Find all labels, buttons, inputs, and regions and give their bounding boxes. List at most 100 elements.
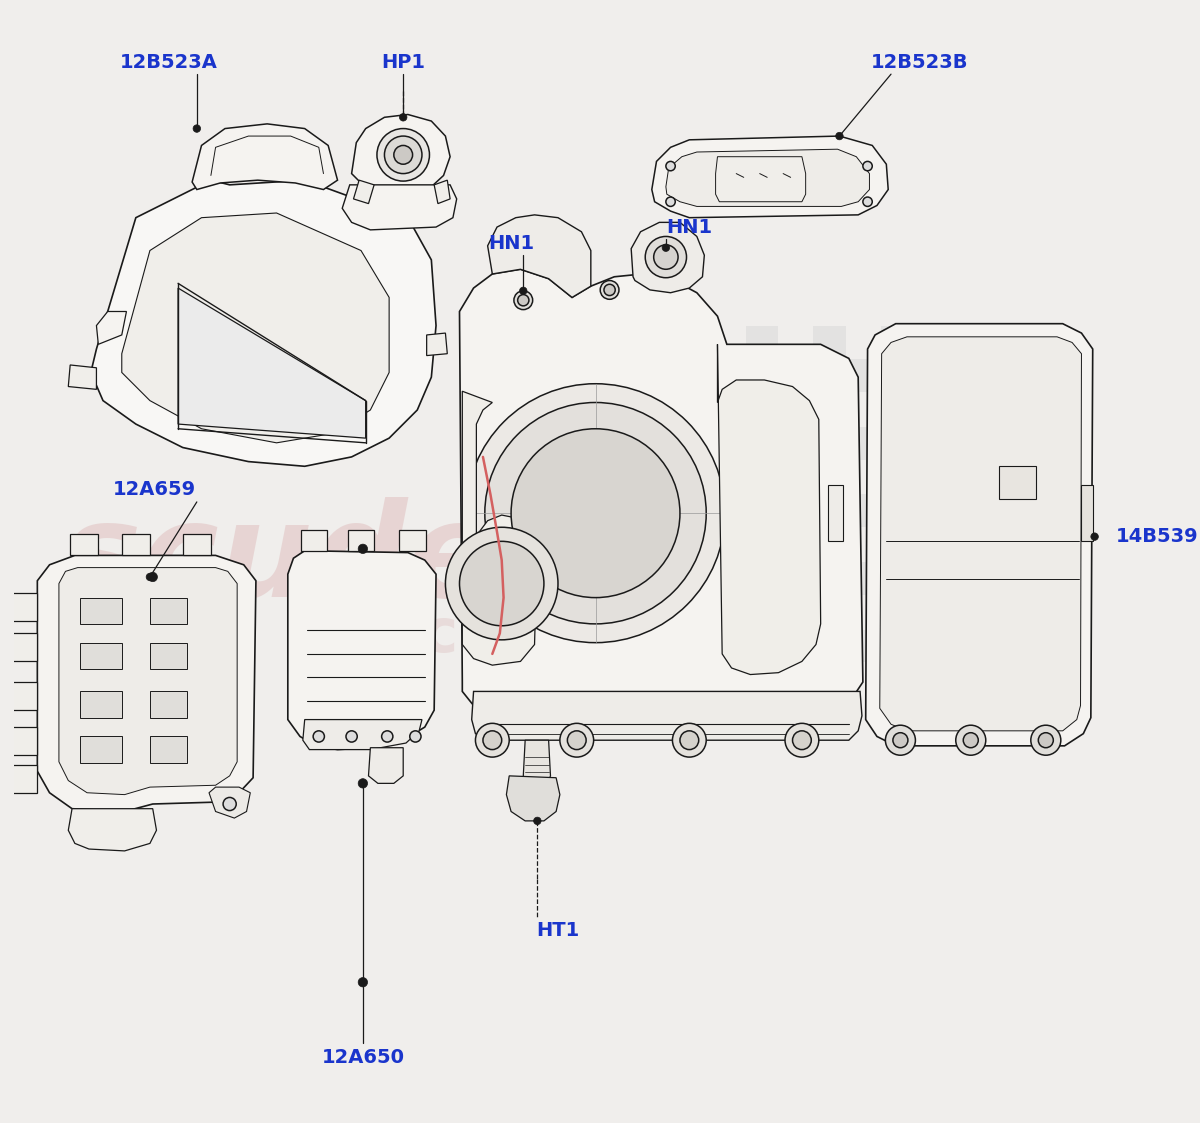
Bar	[847, 494, 880, 528]
Circle shape	[511, 429, 680, 597]
Polygon shape	[91, 180, 436, 466]
Polygon shape	[427, 334, 448, 356]
Bar	[1015, 460, 1049, 493]
Circle shape	[517, 294, 529, 305]
Bar	[847, 359, 880, 392]
Polygon shape	[79, 597, 121, 624]
Bar	[814, 393, 846, 426]
Circle shape	[955, 725, 985, 756]
Bar	[948, 664, 982, 696]
Bar	[1015, 595, 1049, 629]
Polygon shape	[460, 270, 863, 705]
Text: HT1: HT1	[536, 921, 580, 940]
Circle shape	[886, 725, 916, 756]
Bar	[881, 528, 913, 562]
Polygon shape	[150, 642, 187, 669]
Bar	[914, 359, 947, 392]
Circle shape	[654, 245, 678, 270]
Circle shape	[863, 197, 872, 207]
Polygon shape	[1081, 485, 1093, 541]
Bar	[745, 664, 779, 696]
Polygon shape	[354, 180, 374, 203]
Text: HN1: HN1	[666, 218, 713, 237]
Bar	[1015, 528, 1049, 562]
Bar	[847, 630, 880, 663]
Polygon shape	[121, 533, 150, 556]
Bar	[814, 664, 846, 696]
Bar	[847, 427, 880, 459]
Circle shape	[568, 731, 586, 749]
Polygon shape	[715, 157, 805, 202]
Circle shape	[460, 541, 544, 626]
Bar	[745, 595, 779, 629]
Bar	[881, 664, 913, 696]
Bar	[814, 528, 846, 562]
Bar	[814, 326, 846, 358]
Text: 12A650: 12A650	[322, 1048, 404, 1067]
Polygon shape	[178, 287, 366, 438]
Circle shape	[1031, 725, 1061, 756]
Bar	[948, 393, 982, 426]
Polygon shape	[59, 567, 238, 795]
Circle shape	[792, 731, 811, 749]
Polygon shape	[865, 323, 1093, 746]
Bar	[814, 595, 846, 629]
Polygon shape	[70, 533, 98, 556]
Bar	[982, 630, 1015, 663]
Text: scuderia: scuderia	[62, 496, 697, 623]
Bar	[881, 595, 913, 629]
Bar	[914, 562, 947, 595]
Circle shape	[785, 723, 818, 757]
Polygon shape	[209, 787, 251, 818]
Polygon shape	[998, 466, 1037, 499]
Bar	[1015, 393, 1049, 426]
Bar	[948, 528, 982, 562]
Bar	[779, 359, 812, 392]
Bar	[982, 359, 1015, 392]
Bar	[982, 427, 1015, 459]
Polygon shape	[79, 642, 121, 669]
Circle shape	[400, 113, 407, 121]
Text: 12B523B: 12B523B	[870, 54, 968, 72]
Bar	[948, 326, 982, 358]
Polygon shape	[652, 136, 888, 218]
Circle shape	[466, 384, 725, 642]
Circle shape	[382, 731, 392, 742]
Circle shape	[1038, 732, 1054, 748]
Polygon shape	[121, 213, 389, 442]
Polygon shape	[10, 633, 37, 661]
Bar	[745, 393, 779, 426]
Polygon shape	[37, 556, 256, 812]
Circle shape	[384, 136, 422, 174]
Polygon shape	[434, 180, 450, 203]
Circle shape	[666, 162, 676, 171]
Circle shape	[148, 573, 157, 582]
Circle shape	[193, 125, 200, 133]
Text: HN1: HN1	[488, 234, 534, 253]
Polygon shape	[472, 692, 862, 740]
Circle shape	[514, 291, 533, 310]
Polygon shape	[631, 222, 704, 293]
Circle shape	[358, 977, 367, 987]
Text: 14B539: 14B539	[1116, 527, 1199, 546]
Circle shape	[560, 723, 594, 757]
Text: 12B523A: 12B523A	[120, 54, 217, 72]
Polygon shape	[368, 748, 403, 784]
Polygon shape	[68, 809, 156, 851]
Polygon shape	[10, 593, 37, 621]
Text: car parts: car parts	[422, 605, 731, 665]
Bar	[881, 326, 913, 358]
Circle shape	[646, 237, 686, 277]
Polygon shape	[150, 737, 187, 763]
Circle shape	[1091, 533, 1098, 540]
Bar	[779, 630, 812, 663]
Circle shape	[600, 281, 619, 300]
Circle shape	[409, 731, 421, 742]
Circle shape	[520, 287, 527, 294]
Polygon shape	[348, 530, 374, 550]
Circle shape	[358, 545, 367, 554]
Polygon shape	[96, 311, 126, 345]
Polygon shape	[288, 550, 436, 749]
Circle shape	[666, 197, 676, 207]
Bar	[745, 460, 779, 493]
